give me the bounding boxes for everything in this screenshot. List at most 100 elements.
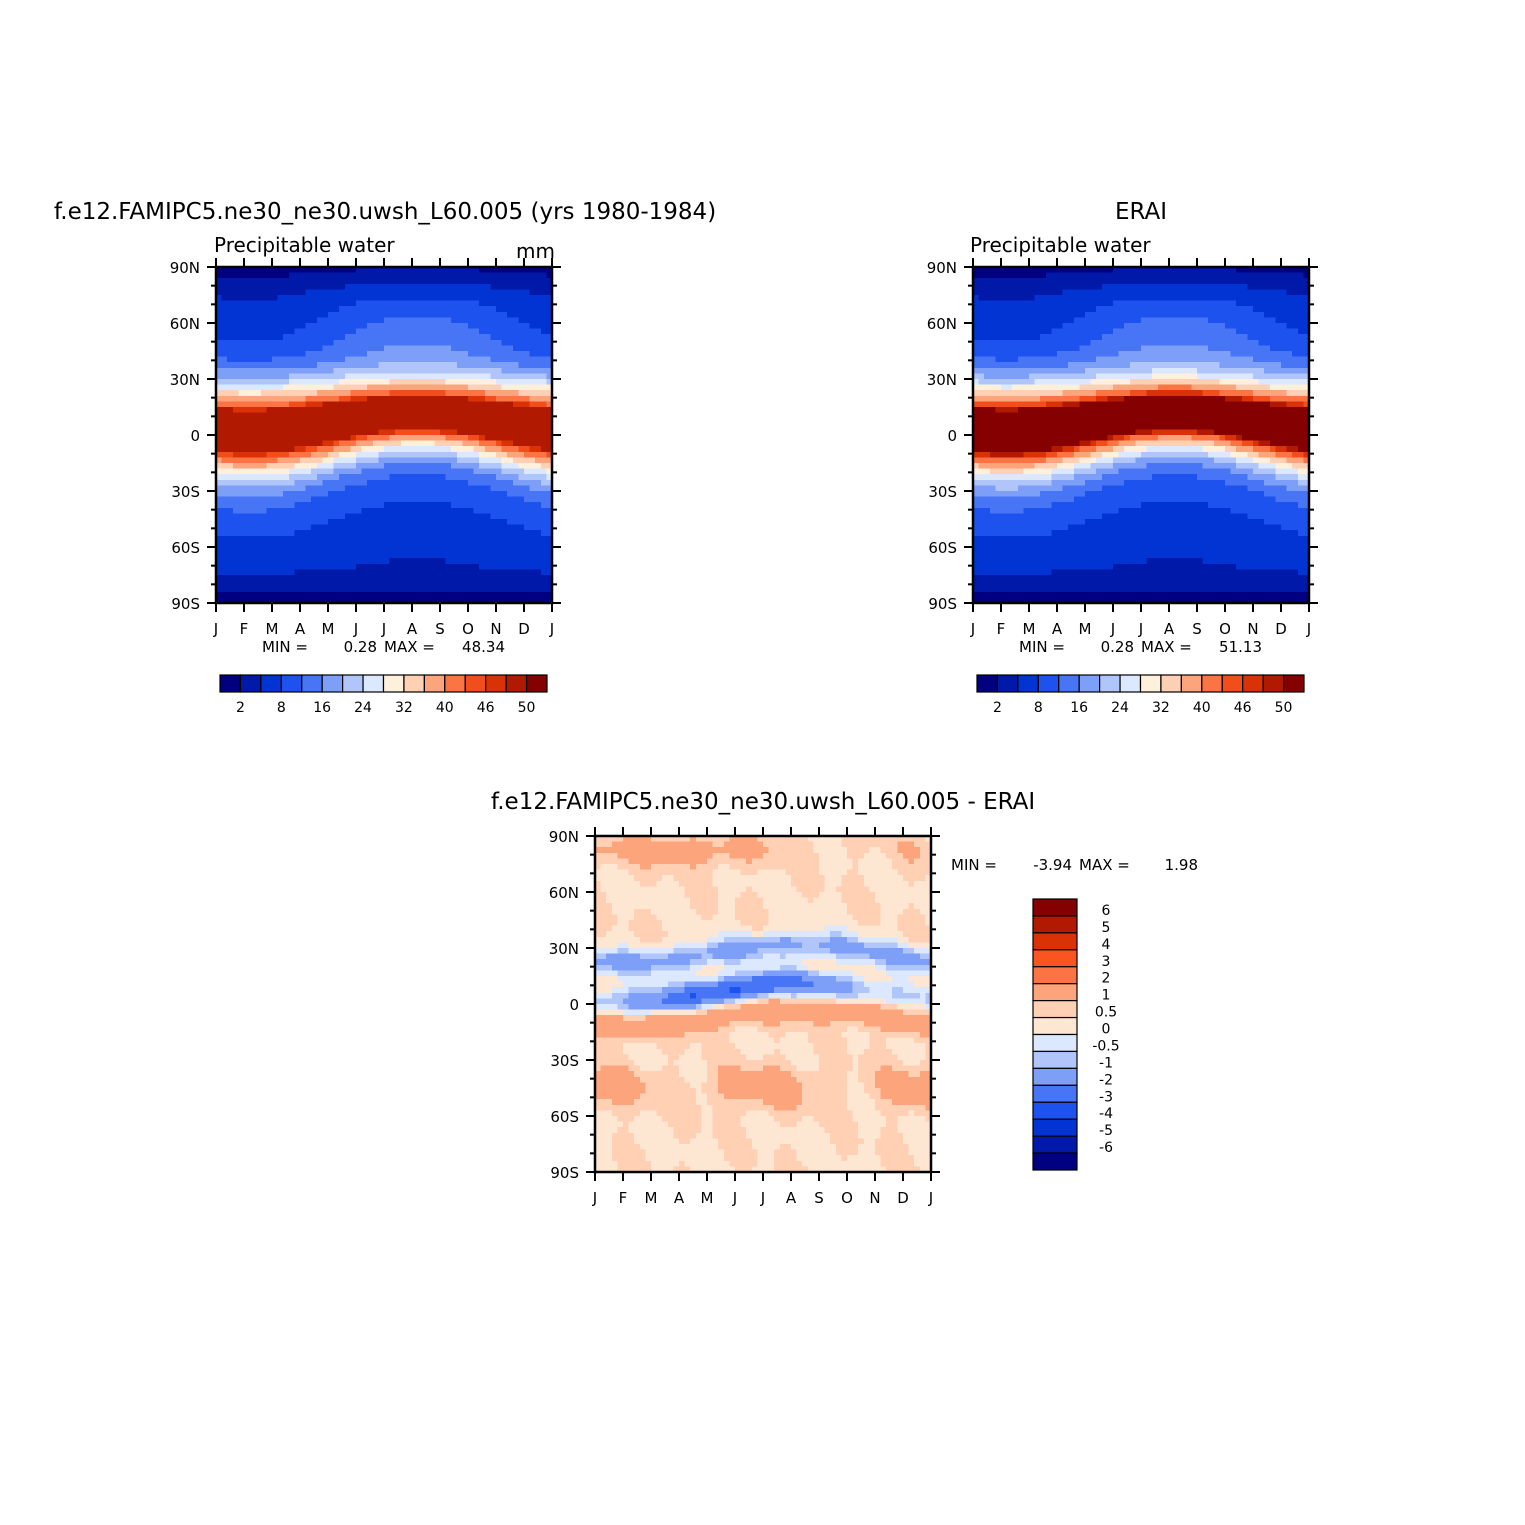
contour-cell — [428, 575, 435, 582]
contour-cell — [423, 513, 430, 520]
contour-cell — [244, 563, 251, 570]
contour-cell — [1303, 373, 1310, 380]
contour-cell — [384, 491, 391, 498]
contour-cell — [272, 311, 279, 318]
contour-cell — [1034, 351, 1041, 358]
contour-cell — [316, 295, 323, 302]
contour-cell — [512, 401, 519, 408]
contour-cell — [367, 407, 374, 414]
contour-cell — [529, 401, 536, 408]
colorbar-box — [219, 674, 242, 693]
contour-cell — [512, 569, 519, 576]
contour-cell — [378, 597, 385, 604]
contour-cell — [1185, 362, 1192, 369]
contour-cell — [479, 474, 486, 481]
contour-cell — [518, 384, 525, 391]
contour-cell — [1012, 311, 1019, 318]
contour-cell — [1141, 311, 1148, 318]
contour-cell — [445, 440, 452, 447]
contour-cell — [328, 272, 335, 279]
contour-cell — [400, 479, 407, 486]
contour-cell — [518, 563, 525, 570]
contour-cell — [1253, 379, 1260, 386]
contour-cell — [456, 289, 463, 296]
contour-cell — [216, 440, 223, 447]
contour-cell — [540, 306, 547, 313]
contour-cell — [473, 569, 480, 576]
contour-cell — [367, 362, 374, 369]
contour-cell — [428, 418, 435, 425]
contour-cell — [272, 463, 279, 470]
contour-cell — [221, 530, 228, 537]
contour-cell — [350, 575, 357, 582]
contour-cell — [372, 491, 379, 498]
contour-cell — [277, 513, 284, 520]
contour-cell — [546, 463, 553, 470]
contour-cell — [389, 367, 396, 374]
contour-cell — [400, 418, 407, 425]
contour-cell — [1253, 283, 1260, 290]
contour-cell — [232, 267, 239, 274]
contour-cell — [1169, 379, 1176, 386]
contour-cell — [1135, 306, 1142, 313]
contour-cell — [232, 379, 239, 386]
contour-cell — [356, 356, 363, 363]
contour-cell — [238, 412, 245, 419]
contour-cell — [1241, 272, 1248, 279]
contour-cell — [535, 306, 542, 313]
contour-cell — [288, 468, 295, 475]
contour-cell — [1241, 339, 1248, 346]
contour-cell — [1297, 362, 1304, 369]
contour-cell — [1219, 351, 1226, 358]
contour-cell — [524, 435, 531, 442]
contour-cell — [1236, 334, 1243, 341]
contour-cell — [1213, 379, 1220, 386]
contour-cell — [367, 356, 374, 363]
contour-cell — [978, 379, 985, 386]
contour-cell — [445, 491, 452, 498]
contour-cell — [1079, 379, 1086, 386]
contour-cell — [277, 311, 284, 318]
contour-cell — [1113, 345, 1120, 352]
contour-cell — [255, 580, 262, 587]
contour-cell — [244, 278, 251, 285]
contour-cell — [232, 345, 239, 352]
contour-cell — [266, 474, 273, 481]
contour-cell — [507, 575, 514, 582]
contour-cell — [524, 491, 531, 498]
contour-cell — [1012, 379, 1019, 386]
contour-cell — [989, 373, 996, 380]
contour-cell — [468, 580, 475, 587]
contour-cell — [216, 272, 223, 279]
contour-cell — [272, 401, 279, 408]
contour-cell — [1045, 334, 1052, 341]
contour-cell — [406, 468, 413, 475]
contour-cell — [462, 496, 469, 503]
contour-cell — [445, 502, 452, 509]
contour-cell — [451, 541, 458, 548]
contour-cell — [501, 289, 508, 296]
contour-cell — [249, 345, 256, 352]
contour-cell — [417, 535, 424, 542]
contour-cell — [372, 519, 379, 526]
contour-cell — [1057, 362, 1064, 369]
contour-cell — [305, 451, 312, 458]
contour-cell — [328, 401, 335, 408]
contour-cell — [1124, 334, 1131, 341]
contour-cell — [445, 345, 452, 352]
contour-cell — [1090, 345, 1097, 352]
contour-cell — [406, 278, 413, 285]
contour-cell — [440, 519, 447, 526]
contour-cell — [1068, 289, 1075, 296]
contour-cell — [540, 535, 547, 542]
contour-cell — [300, 351, 307, 358]
contour-cell — [216, 339, 223, 346]
contour-cell — [1146, 289, 1153, 296]
contour-cell — [473, 423, 480, 430]
contour-cell — [272, 334, 279, 341]
contour-cell — [540, 513, 547, 520]
contour-cell — [428, 552, 435, 559]
contour-cell — [1085, 373, 1092, 380]
contour-cell — [535, 407, 542, 414]
contour-cell — [311, 457, 318, 464]
